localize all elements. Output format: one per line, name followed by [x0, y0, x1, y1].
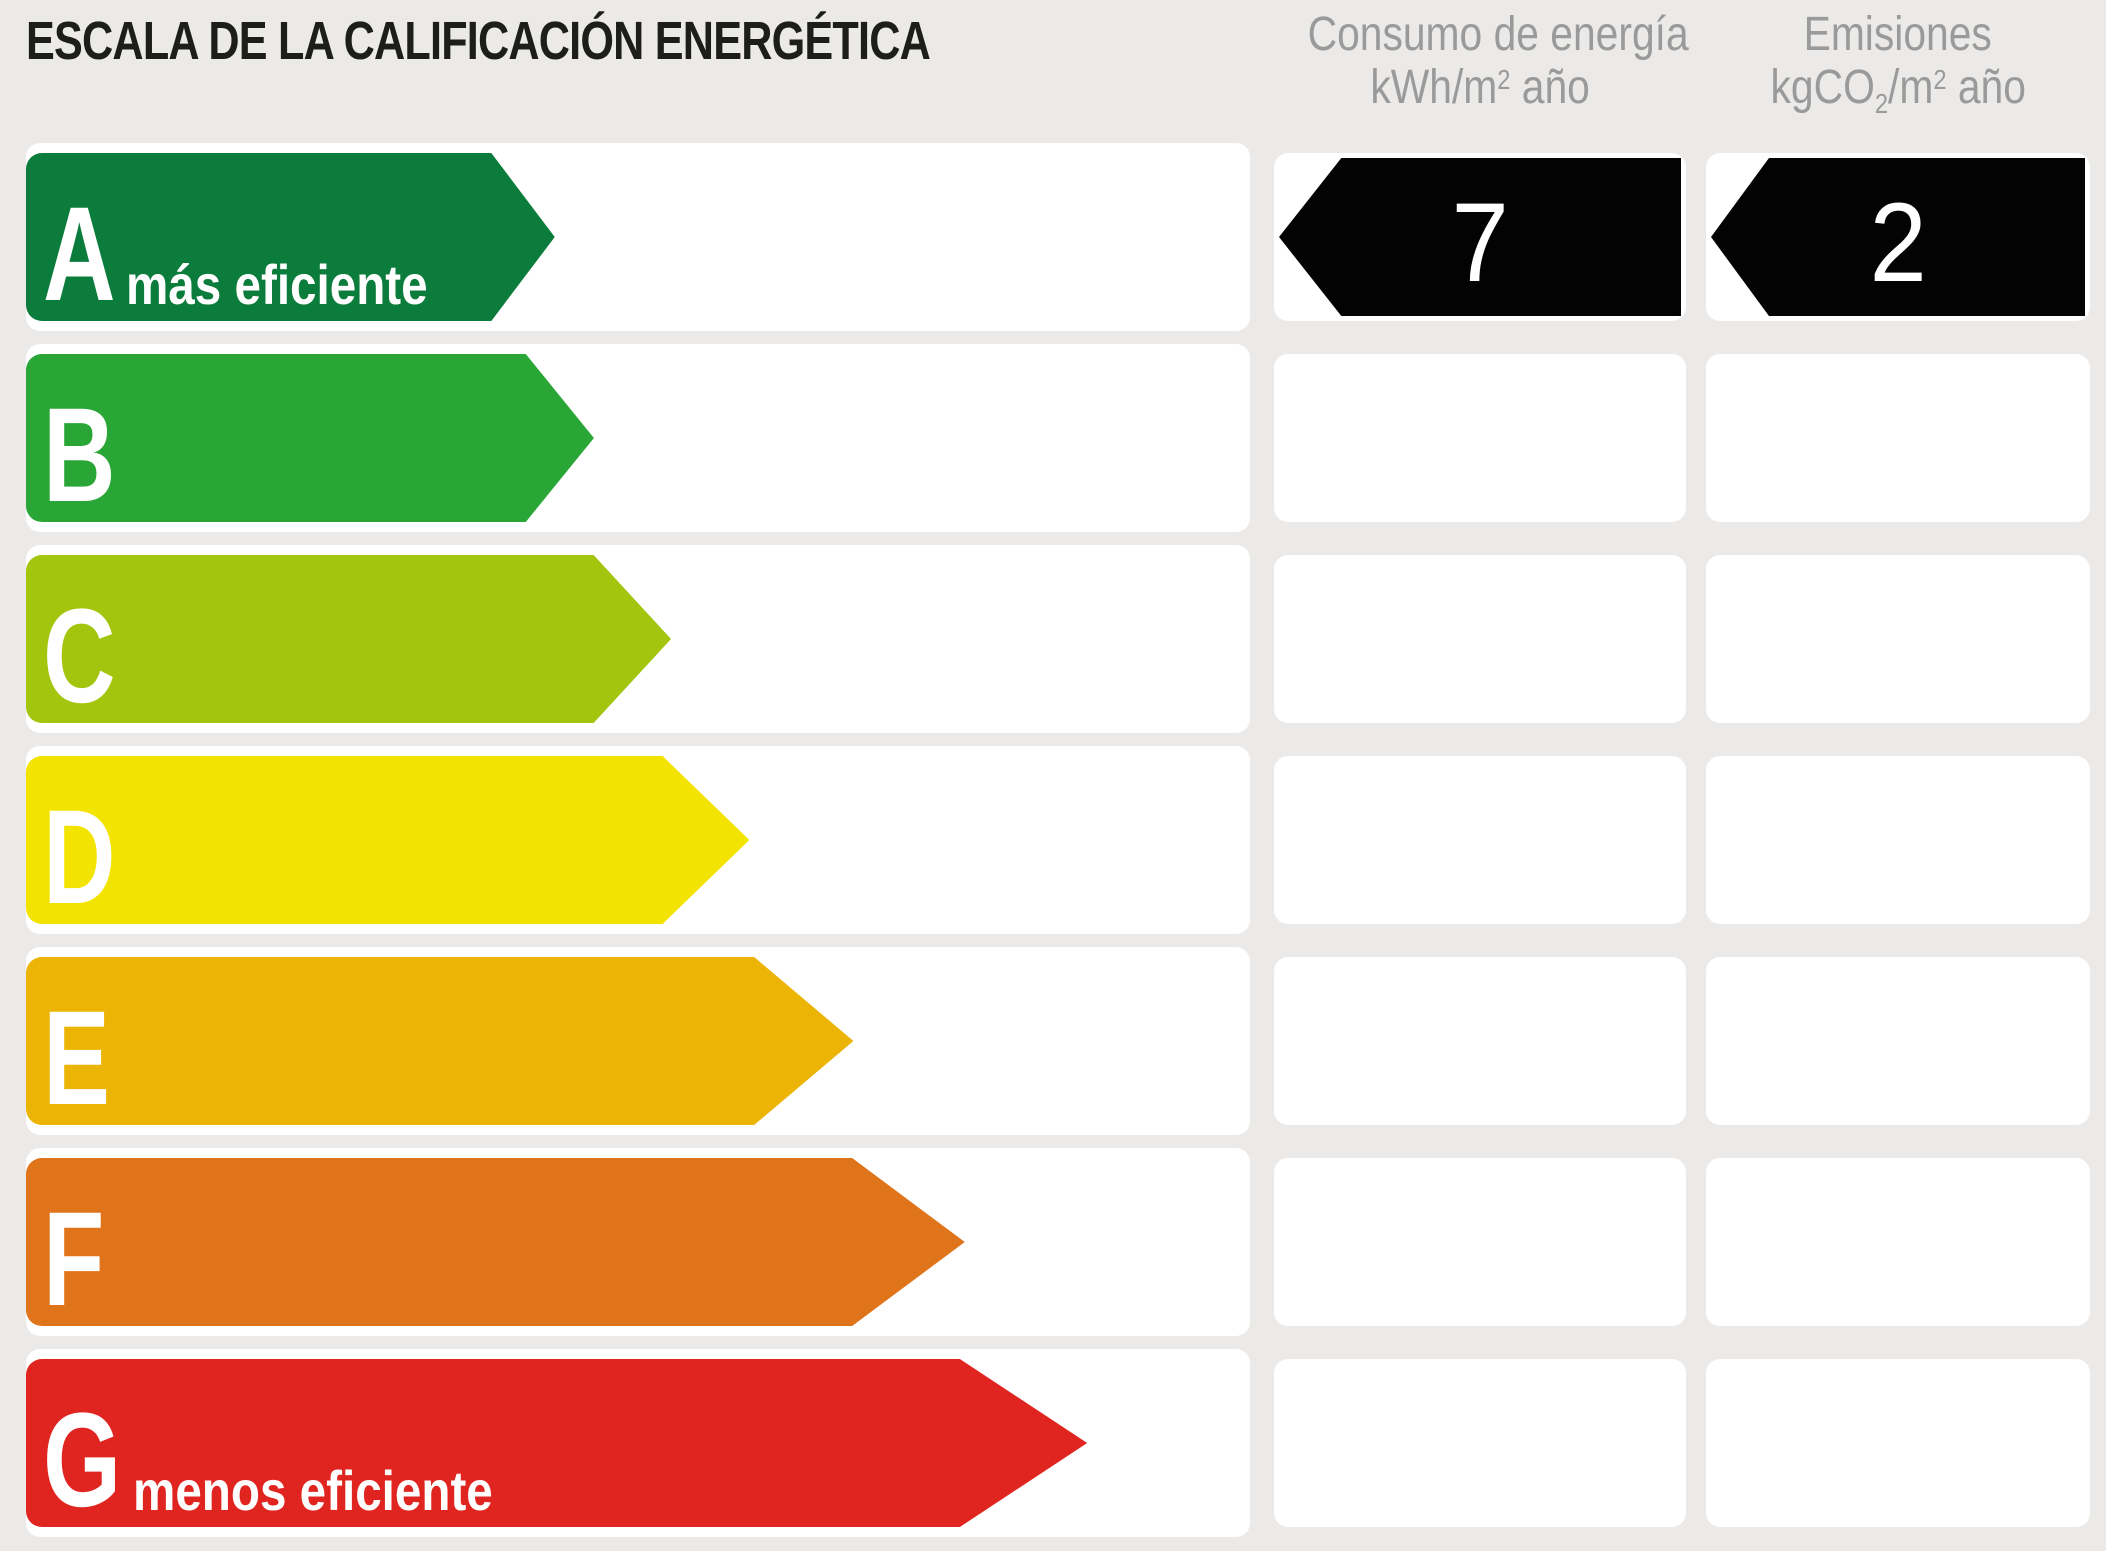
column-header-emisiones: Emisiones kgCO2/m2 año [1706, 8, 2090, 120]
emisiones-header-title: Emisiones [1803, 8, 1993, 61]
grade-note-g: menos eficiente [133, 1459, 494, 1522]
bar-arrow-g: G menos eficiente [26, 1359, 1088, 1535]
emisiones-cell-f [1706, 1158, 2090, 1326]
emisiones-unit-sub: 2 [1874, 87, 1888, 119]
grade-letter-g: G [43, 1386, 122, 1535]
bar-arrow-d: D [26, 756, 750, 932]
bar-track-b: B [26, 344, 1250, 532]
grade-letter-e: E [43, 984, 111, 1133]
bar-track-d: D [26, 746, 1250, 934]
bar-track-a: A más eficiente [26, 143, 1250, 331]
emisiones-cell-b [1706, 354, 2090, 522]
emisiones-unit-mid: /m [1887, 61, 1934, 114]
bar-arrow-e: E [26, 957, 854, 1133]
consumo-cell-a: 7 [1274, 153, 1686, 321]
rating-row-b: B [26, 344, 2090, 532]
rating-row-d: D [26, 746, 2090, 934]
emisiones-cell-e [1706, 957, 2090, 1125]
bar-track-f: F [26, 1148, 1250, 1336]
column-header-consumo: Consumo de energía kWh/m2 año [1274, 8, 1689, 120]
consumo-header-title: Consumo de energía [1307, 8, 1689, 61]
bar-arrow-a: A más eficiente [26, 153, 555, 321]
consumo-cell-f [1274, 1158, 1686, 1326]
grade-note-a: más eficiente [125, 253, 428, 316]
rating-scale: A más eficiente 7 2 B [0, 143, 2106, 1550]
consumo-cell-b [1274, 354, 1686, 522]
emisiones-cell-c [1706, 555, 2090, 723]
emisiones-unit-sup: 2 [1933, 64, 1947, 96]
grade-letter-b: B [43, 381, 116, 530]
rating-row-e: E [26, 947, 2090, 1135]
emisiones-cell-g [1706, 1359, 2090, 1527]
bar-arrow-f: F [26, 1158, 965, 1326]
bar-track-g: G menos eficiente [26, 1349, 1250, 1537]
consumo-cell-e [1274, 957, 1686, 1125]
emisiones-unit-post: año [1946, 61, 2026, 114]
rating-row-f: F [26, 1148, 2090, 1336]
emisiones-cell-d [1706, 756, 2090, 924]
grade-letter-f: F [43, 1185, 105, 1334]
consumo-cell-g [1274, 1359, 1686, 1527]
consumo-unit-post: año [1510, 61, 1590, 114]
emisiones-value-badge-a: 2 [1711, 158, 2085, 316]
emisiones-header-unit: kgCO2/m2 año [1770, 61, 2025, 120]
consumo-cell-d [1274, 756, 1686, 924]
bar-arrow-b: B [26, 354, 594, 522]
rating-row-g: G menos eficiente [26, 1349, 2090, 1537]
bar-arrow-c: C [26, 555, 672, 731]
consumo-value-badge-a: 7 [1279, 158, 1681, 316]
bar-track-c: C [26, 545, 1250, 733]
consumo-header-unit: kWh/m2 año [1370, 61, 1589, 120]
consumo-value-a: 7 [1451, 180, 1509, 305]
emisiones-cell-a: 2 [1706, 153, 2090, 321]
rating-row-a: A más eficiente 7 2 [26, 143, 2090, 331]
grade-letter-d: D [43, 783, 116, 932]
grade-letter-a: A [43, 180, 116, 329]
emisiones-value-a: 2 [1869, 180, 1927, 305]
consumo-unit-pre: kWh/m [1370, 61, 1498, 114]
page-title: ESCALA DE LA CALIFICACIÓN ENERGÉTICA [26, 11, 931, 71]
consumo-unit-sup: 2 [1497, 64, 1511, 96]
rating-row-c: C [26, 545, 2090, 733]
bar-track-e: E [26, 947, 1250, 1135]
emisiones-unit-pre: kgCO [1770, 61, 1875, 114]
grade-letter-c: C [43, 582, 116, 731]
consumo-cell-c [1274, 555, 1686, 723]
